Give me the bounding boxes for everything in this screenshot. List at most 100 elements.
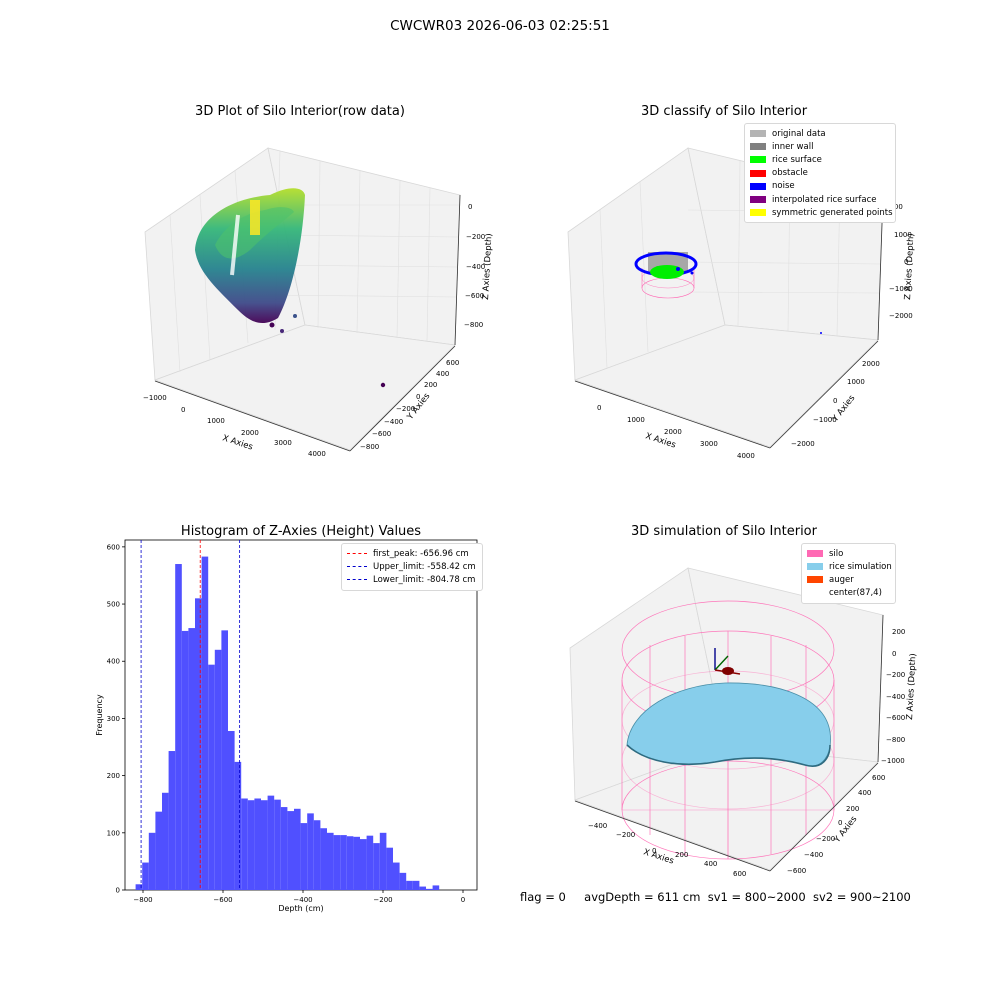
classify-ztick: −2000 bbox=[889, 312, 913, 320]
classify-ztick: 1000 bbox=[894, 231, 912, 239]
classify-xtick: 3000 bbox=[700, 440, 718, 448]
raw-xtick: 1000 bbox=[207, 417, 225, 425]
legend-entry: Lower_limit: -804.78 cm bbox=[347, 573, 477, 586]
simulation-legend: silo rice simulation auger center(87,4) bbox=[801, 543, 896, 604]
simulation-axis-lines bbox=[574, 614, 884, 872]
simulation-ytick: 200 bbox=[846, 805, 859, 813]
legend-label: inner wall bbox=[772, 141, 814, 152]
legend-label: rice surface bbox=[772, 154, 822, 165]
histogram-bar bbox=[360, 839, 367, 890]
legend-entry: interpolated rice surface bbox=[750, 193, 890, 206]
histogram-bar bbox=[313, 820, 321, 890]
histogram-ytick-label: 100 bbox=[107, 829, 120, 837]
histogram-bar bbox=[419, 886, 426, 890]
histogram-bar bbox=[320, 828, 327, 890]
classify-ztick: 0 bbox=[904, 258, 908, 266]
histogram-bar bbox=[162, 792, 169, 890]
simulation-xtick: −200 bbox=[616, 831, 635, 839]
histogram-ytick-label: 400 bbox=[107, 658, 120, 666]
histogram-bar bbox=[155, 811, 162, 890]
simulation-ytick: −400 bbox=[804, 851, 823, 859]
histogram-legend: first_peak: -656.96 cm Upper_limit: -558… bbox=[341, 543, 483, 591]
histogram-bar bbox=[353, 836, 360, 890]
histogram-bar bbox=[300, 823, 308, 890]
histogram-ytick-label: 500 bbox=[107, 601, 120, 609]
histogram-xlabel: Depth (cm) bbox=[278, 904, 323, 913]
legend-swatch bbox=[807, 550, 823, 558]
legend-entry: original data bbox=[750, 127, 890, 140]
histogram-bar bbox=[406, 880, 413, 890]
legend-label: Upper_limit: -558.42 cm bbox=[373, 561, 476, 572]
raw-ztick: −600 bbox=[465, 292, 484, 300]
histogram-bar bbox=[267, 795, 275, 890]
legend-entry: Upper_limit: -558.42 cm bbox=[347, 560, 477, 573]
legend-swatch bbox=[750, 182, 766, 190]
histogram-bar bbox=[241, 798, 248, 890]
raw-xtick: −1000 bbox=[143, 394, 167, 402]
simulation-ztick: −800 bbox=[886, 736, 905, 744]
legend-line-swatch bbox=[347, 553, 367, 555]
legend-entry: center(87,4) bbox=[807, 587, 890, 600]
histogram-bar bbox=[393, 862, 400, 890]
histogram-bar bbox=[214, 649, 222, 890]
histogram-ytick-label: 0 bbox=[116, 887, 120, 895]
simulation-ztick: 0 bbox=[892, 650, 896, 658]
histogram-bar bbox=[274, 799, 281, 890]
legend-line-swatch bbox=[347, 579, 367, 581]
legend-swatch bbox=[750, 196, 766, 204]
legend-swatch bbox=[750, 169, 766, 177]
histogram-bar bbox=[261, 800, 268, 890]
histogram-xtick-label: −800 bbox=[133, 896, 152, 904]
simulation-ytick: 0 bbox=[838, 819, 842, 827]
histogram-bar bbox=[135, 884, 143, 890]
simulation-ztick: −400 bbox=[886, 693, 905, 701]
raw-3d-plot: −1000 0 1000 2000 3000 4000 600 400 200 … bbox=[143, 147, 494, 458]
raw-point-cloud bbox=[195, 188, 386, 388]
raw-ztick: −200 bbox=[466, 233, 485, 241]
raw-ztick: 0 bbox=[468, 203, 472, 211]
histogram-bar bbox=[221, 630, 228, 890]
classify-xtick: 0 bbox=[597, 404, 601, 412]
simulation-xtick: 0 bbox=[652, 847, 656, 855]
histogram-chart: −800 −600 −400 −200 0 0 100 200 300 400 500 600 De… bbox=[95, 539, 478, 913]
simulation-ztick: 200 bbox=[892, 628, 905, 636]
legend-entry: first_peak: -656.96 cm bbox=[347, 547, 477, 560]
legend-swatch bbox=[807, 563, 823, 571]
legend-entry: noise bbox=[750, 180, 890, 193]
histogram-bar bbox=[181, 630, 189, 890]
classify-ytick: 2000 bbox=[862, 360, 880, 368]
histogram-bar bbox=[142, 862, 149, 890]
histogram-bar bbox=[247, 800, 255, 890]
raw-zlabel: Z Axies (Depth) bbox=[481, 233, 494, 300]
raw-ytick: 200 bbox=[424, 381, 437, 389]
legend-label: symmetric generated points bbox=[772, 207, 893, 218]
histogram-bar bbox=[195, 598, 202, 890]
histogram-bar bbox=[254, 798, 261, 890]
legend-swatch bbox=[750, 209, 766, 217]
classify-ytick: −1000 bbox=[813, 416, 837, 424]
avg-depth-value: avgDepth = 611 cm bbox=[584, 890, 701, 904]
raw-ytick: 400 bbox=[436, 370, 449, 378]
histogram-bar bbox=[234, 761, 242, 890]
legend-label: original data bbox=[772, 128, 826, 139]
sv1-value: sv1 = 800~2000 bbox=[707, 890, 806, 904]
histogram-bar bbox=[188, 628, 195, 890]
status-footer: flag = 0 avgDepth = 611 cm sv1 = 800~200… bbox=[520, 890, 911, 904]
histogram-bar bbox=[379, 832, 387, 890]
legend-label: noise bbox=[772, 181, 795, 192]
histogram-title: Histogram of Z-Axies (Height) Values bbox=[180, 524, 422, 539]
histogram-bar bbox=[228, 731, 235, 890]
raw-xtick: 2000 bbox=[241, 429, 259, 437]
classify-xtick: 4000 bbox=[737, 452, 755, 460]
histogram-ylabel: Frequency bbox=[95, 694, 104, 736]
classify-ytick: −2000 bbox=[791, 440, 815, 448]
raw-axis-lines bbox=[154, 194, 461, 452]
histogram-ytick-label: 200 bbox=[107, 772, 120, 780]
simulation-ztick: −200 bbox=[886, 671, 905, 679]
histogram-bar bbox=[346, 836, 354, 890]
histogram-bar bbox=[294, 808, 301, 890]
raw-ytick: −200 bbox=[396, 405, 415, 413]
simulation-xlabel: X Axies bbox=[642, 847, 675, 866]
classify-ytick: 1000 bbox=[847, 378, 865, 386]
legend-line-swatch bbox=[347, 566, 367, 568]
